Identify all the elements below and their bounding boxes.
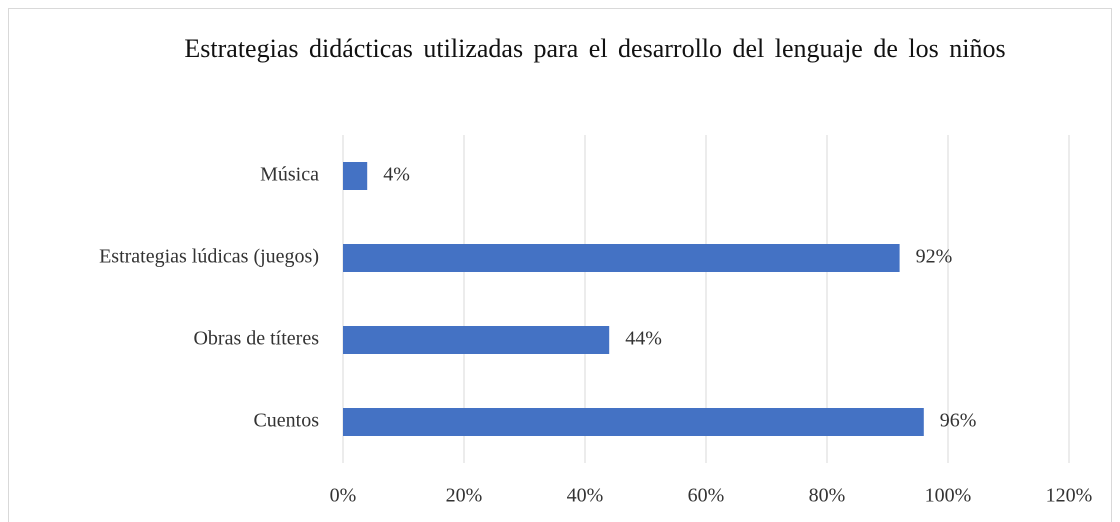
y-tick-label: Estrategias lúdicas (juegos) bbox=[99, 246, 319, 268]
x-tick-label: 80% bbox=[809, 485, 846, 507]
x-tick-label: 60% bbox=[688, 485, 725, 507]
data-label: 92% bbox=[916, 246, 953, 268]
y-tick-label: Obras de títeres bbox=[193, 328, 319, 350]
bar bbox=[343, 244, 900, 272]
y-tick-label: Música bbox=[260, 164, 319, 186]
bar bbox=[343, 408, 924, 436]
x-tick-label: 0% bbox=[330, 485, 357, 507]
x-tick-label: 40% bbox=[567, 485, 604, 507]
bar bbox=[343, 162, 368, 190]
data-label: 96% bbox=[940, 410, 977, 432]
x-tick-label: 120% bbox=[1046, 485, 1093, 507]
data-label: 44% bbox=[625, 328, 662, 350]
x-tick-label: 20% bbox=[446, 485, 483, 507]
chart-title: Estrategias didácticas utilizadas para e… bbox=[184, 34, 1006, 63]
data-label: 4% bbox=[383, 164, 410, 186]
y-tick-label: Cuentos bbox=[253, 410, 319, 432]
x-tick-label: 100% bbox=[925, 485, 972, 507]
chart-frame bbox=[8, 8, 1112, 522]
bar bbox=[343, 326, 610, 354]
